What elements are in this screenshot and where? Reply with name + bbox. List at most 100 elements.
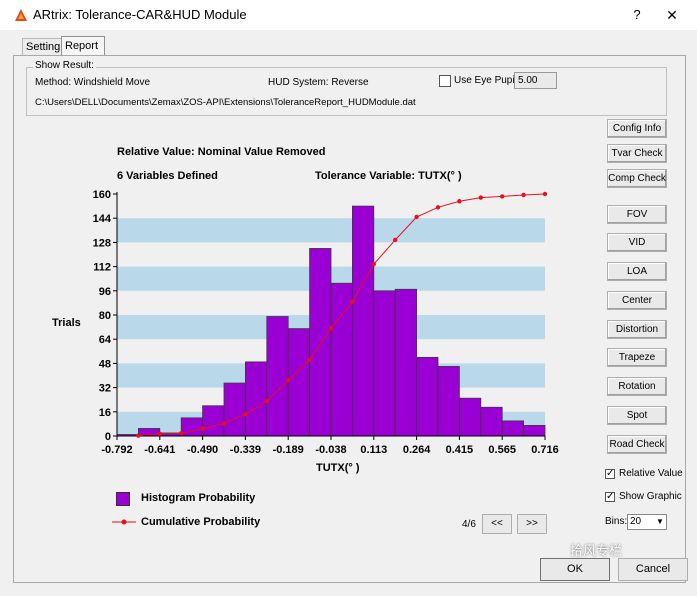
- comp-check-button[interactable]: Comp Check: [607, 169, 667, 188]
- method-text: Method: Windshield Move: [35, 77, 151, 88]
- file-path-text: C:\Users\DELL\Documents\Zemax\ZOS-API\Ex…: [35, 97, 416, 108]
- help-button[interactable]: ?: [633, 7, 641, 22]
- histogram-bar: [416, 356, 439, 437]
- legend-histogram-swatch: [116, 492, 130, 506]
- histogram-bar: [523, 425, 546, 437]
- cumulative-point: [157, 431, 162, 437]
- cumulative-point: [264, 398, 269, 404]
- config-info-button[interactable]: Config Info: [607, 119, 667, 138]
- x-tick-label: 0.716: [531, 444, 559, 456]
- x-tick-label: 0.264: [403, 444, 431, 456]
- use-eye-pupil-checkbox[interactable]: [439, 75, 451, 87]
- trapeze-button[interactable]: Trapeze: [607, 348, 667, 367]
- histogram-bar: [287, 328, 311, 437]
- y-tick-label: 0: [105, 431, 111, 443]
- cumulative-point: [435, 205, 441, 210]
- legend-cumulative-swatch: [112, 519, 136, 525]
- page-indicator: 4/6: [462, 519, 476, 530]
- cumulative-point: [457, 199, 462, 204]
- cumulative-line: [138, 193, 546, 437]
- x-tick-label: 0.113: [360, 444, 387, 456]
- fov-button[interactable]: FOV: [607, 205, 667, 224]
- y-tick-label: 16: [99, 407, 111, 419]
- title-bar: [0, 0, 697, 30]
- next-page-button[interactable]: >>: [517, 514, 547, 534]
- ok-button[interactable]: OK: [540, 558, 610, 581]
- cumulative-point: [307, 357, 312, 362]
- tolerance-variable-text: Tolerance Variable: TUTX(° ): [315, 170, 462, 182]
- loa-button[interactable]: LOA: [607, 262, 667, 281]
- show-result-legend: Show Result:: [33, 60, 96, 71]
- y-tick-label: 64: [99, 334, 112, 346]
- rotation-button[interactable]: Rotation: [607, 377, 667, 396]
- y-tick-label: 96: [99, 286, 111, 298]
- legend-cumulative-label: Cumulative Probability: [141, 516, 261, 528]
- histogram-bar: [394, 288, 418, 437]
- cumulative-point: [179, 431, 184, 436]
- bins-label: Bins:: [605, 516, 628, 527]
- histogram-bar: [351, 205, 375, 437]
- histogram-bar: [437, 366, 460, 437]
- cumulative-point: [243, 412, 248, 417]
- spot-button[interactable]: Spot: [607, 406, 667, 425]
- x-tick-label: 0.415: [446, 444, 474, 456]
- grid-band: [117, 218, 545, 243]
- show-graphic-label: Show Graphic: [619, 491, 682, 502]
- x-tick-label: -0.189: [273, 444, 304, 456]
- x-tick-label: -0.339: [230, 444, 261, 456]
- cumulative-point: [542, 191, 548, 197]
- x-tick-label: -0.792: [101, 444, 132, 456]
- hud-system-text: HUD System: Reverse: [268, 77, 369, 88]
- cumulative-point: [393, 237, 398, 243]
- cumulative-point: [478, 195, 483, 200]
- cumulative-point: [286, 378, 291, 383]
- x-axis-label: TUTX(° ): [316, 462, 360, 474]
- y-axis-label: Trials: [52, 317, 81, 329]
- histogram-bar: [202, 405, 225, 437]
- y-tick-label: 112: [93, 262, 111, 274]
- y-tick-label: 80: [99, 310, 111, 322]
- road-check-button[interactable]: Road Check: [607, 435, 667, 454]
- relative-value-checkbox[interactable]: ✓: [605, 468, 615, 479]
- cumulative-point: [200, 426, 205, 431]
- relative-value-title: Relative Value: Nominal Value Removed: [117, 146, 326, 158]
- cancel-button[interactable]: Cancel: [618, 558, 688, 581]
- use-eye-pupil-label: Use Eye Pupil: [454, 75, 517, 86]
- cumulative-point: [371, 261, 376, 267]
- cumulative-point: [500, 194, 505, 199]
- x-tick-label: -0.490: [187, 444, 218, 456]
- histogram-bar: [373, 290, 396, 437]
- histogram-bar: [480, 406, 503, 437]
- prev-page-button[interactable]: <<: [482, 514, 512, 534]
- show-graphic-checkbox[interactable]: ✓: [605, 491, 615, 502]
- tvar-check-button[interactable]: Tvar Check: [607, 144, 667, 163]
- tab-report[interactable]: Report: [61, 36, 105, 55]
- distortion-button[interactable]: Distortion: [607, 320, 667, 339]
- y-tick-label: 160: [93, 189, 111, 201]
- chevron-down-icon[interactable]: ▼: [656, 517, 664, 526]
- cumulative-point: [521, 192, 526, 198]
- vid-button[interactable]: VID: [607, 233, 667, 252]
- histogram-bar: [223, 382, 246, 437]
- y-tick-label: 32: [99, 383, 111, 395]
- cumulative-point: [350, 299, 355, 304]
- histogram-bar: [244, 361, 268, 437]
- variables-defined-text: 6 Variables Defined: [117, 170, 218, 182]
- close-button[interactable]: ✕: [666, 7, 678, 23]
- show-result-group: [26, 67, 667, 116]
- watermark-text: 拾风专栏: [570, 543, 623, 558]
- window-title: ARtrix: Tolerance-CAR&HUD Module: [33, 7, 247, 22]
- bins-select[interactable]: 20: [627, 514, 667, 530]
- x-tick-label: -0.038: [315, 444, 346, 456]
- eye-pupil-input[interactable]: 5.00: [514, 72, 557, 89]
- y-tick-label: 144: [93, 213, 112, 225]
- histogram-bar: [180, 417, 203, 437]
- cumulative-point: [328, 326, 334, 331]
- y-tick-label: 48: [99, 358, 111, 370]
- histogram-bar: [266, 316, 289, 437]
- histogram-bar: [309, 248, 332, 437]
- x-tick-label: -0.641: [144, 444, 175, 456]
- histogram-bar: [501, 420, 525, 437]
- center-button[interactable]: Center: [607, 291, 667, 310]
